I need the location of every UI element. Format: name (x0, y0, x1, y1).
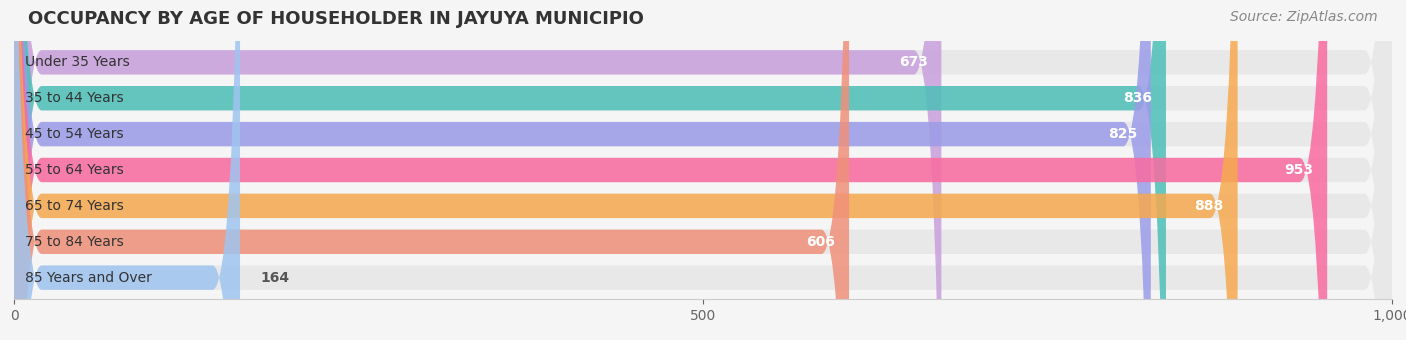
FancyBboxPatch shape (14, 0, 1152, 340)
FancyBboxPatch shape (14, 0, 849, 340)
FancyBboxPatch shape (14, 0, 942, 340)
FancyBboxPatch shape (14, 0, 1392, 340)
Text: 888: 888 (1195, 199, 1223, 213)
Text: OCCUPANCY BY AGE OF HOUSEHOLDER IN JAYUYA MUNICIPIO: OCCUPANCY BY AGE OF HOUSEHOLDER IN JAYUY… (28, 10, 644, 28)
FancyBboxPatch shape (14, 0, 1237, 340)
FancyBboxPatch shape (14, 0, 1327, 340)
Text: 75 to 84 Years: 75 to 84 Years (25, 235, 124, 249)
Text: Under 35 Years: Under 35 Years (25, 55, 129, 69)
Text: 164: 164 (260, 271, 290, 285)
Text: 85 Years and Over: 85 Years and Over (25, 271, 152, 285)
Text: Source: ZipAtlas.com: Source: ZipAtlas.com (1230, 10, 1378, 24)
Text: 836: 836 (1123, 91, 1152, 105)
FancyBboxPatch shape (14, 0, 1166, 340)
FancyBboxPatch shape (14, 0, 1392, 340)
FancyBboxPatch shape (14, 0, 1392, 340)
Text: 35 to 44 Years: 35 to 44 Years (25, 91, 124, 105)
Text: 65 to 74 Years: 65 to 74 Years (25, 199, 124, 213)
FancyBboxPatch shape (14, 0, 1392, 340)
Text: 45 to 54 Years: 45 to 54 Years (25, 127, 124, 141)
FancyBboxPatch shape (14, 0, 1392, 340)
FancyBboxPatch shape (14, 0, 1392, 340)
Text: 606: 606 (807, 235, 835, 249)
FancyBboxPatch shape (14, 0, 240, 340)
Text: 825: 825 (1108, 127, 1137, 141)
Text: 953: 953 (1285, 163, 1313, 177)
Text: 673: 673 (898, 55, 928, 69)
Text: 55 to 64 Years: 55 to 64 Years (25, 163, 124, 177)
FancyBboxPatch shape (14, 0, 1392, 340)
